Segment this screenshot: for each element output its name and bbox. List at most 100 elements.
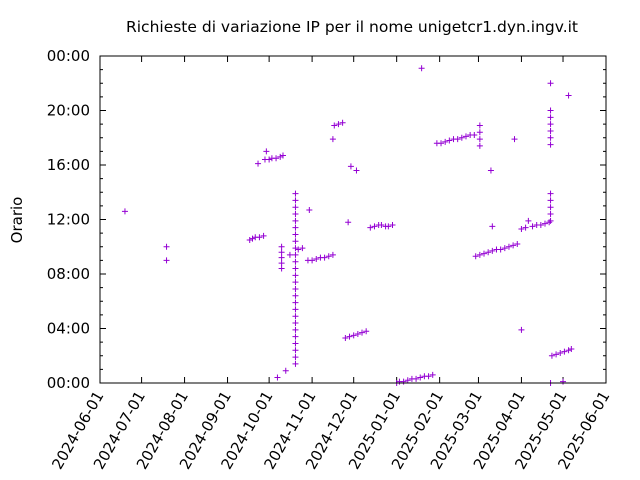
data-point bbox=[557, 350, 564, 357]
data-point bbox=[346, 333, 353, 340]
data-point bbox=[279, 152, 286, 159]
x-axis-ticks: 2024-06-012024-07-012024-08-012024-09-01… bbox=[48, 56, 613, 473]
data-point bbox=[553, 351, 560, 358]
data-point bbox=[278, 260, 285, 267]
data-point bbox=[529, 223, 536, 230]
data-point bbox=[363, 328, 370, 335]
data-point bbox=[522, 224, 529, 231]
data-point bbox=[418, 65, 425, 72]
data-point bbox=[546, 219, 553, 226]
data-point bbox=[249, 235, 256, 242]
data-point bbox=[568, 345, 575, 352]
data-point bbox=[329, 251, 336, 258]
data-point bbox=[255, 160, 262, 167]
data-point bbox=[325, 253, 332, 260]
data-point bbox=[292, 231, 299, 238]
plot-frame bbox=[99, 55, 607, 384]
data-point bbox=[404, 377, 411, 384]
data-point bbox=[476, 142, 483, 149]
data-point bbox=[292, 313, 299, 320]
data-point bbox=[263, 148, 270, 155]
data-point bbox=[292, 340, 299, 347]
data-point bbox=[525, 217, 532, 224]
data-point bbox=[417, 374, 424, 381]
data-point bbox=[309, 257, 316, 264]
data-point bbox=[292, 272, 299, 279]
data-point bbox=[292, 204, 299, 211]
data-point bbox=[266, 156, 273, 163]
data-point bbox=[547, 127, 554, 134]
data-point bbox=[458, 134, 465, 141]
data-point bbox=[278, 254, 285, 261]
y-tick-label: 08:00 bbox=[47, 265, 90, 283]
data-point bbox=[565, 92, 572, 99]
data-point bbox=[510, 242, 517, 249]
data-point bbox=[321, 254, 328, 261]
data-point bbox=[476, 129, 483, 136]
data-point bbox=[548, 352, 555, 359]
data-point bbox=[313, 256, 320, 263]
y-tick-label: 00:00 bbox=[47, 374, 90, 392]
data-point bbox=[518, 226, 525, 233]
data-point bbox=[413, 375, 420, 382]
data-point bbox=[278, 249, 285, 256]
data-point bbox=[246, 236, 253, 243]
data-point bbox=[487, 167, 494, 174]
data-point bbox=[389, 221, 396, 228]
data-point bbox=[505, 243, 512, 250]
data-point bbox=[561, 348, 568, 355]
y-axis-ticks: 00:00 04:00 08:00 12:00 16:00 20:00 00:00 bbox=[47, 47, 606, 392]
data-point bbox=[292, 197, 299, 204]
y-tick-label: 04:00 bbox=[47, 320, 90, 338]
data-point bbox=[446, 137, 453, 144]
data-point bbox=[335, 121, 342, 128]
data-point bbox=[501, 245, 508, 252]
data-point bbox=[560, 378, 567, 385]
data-point bbox=[429, 371, 436, 378]
y-axis-label: Orario bbox=[8, 197, 26, 244]
data-point bbox=[485, 249, 492, 256]
data-point bbox=[274, 374, 281, 381]
data-point bbox=[471, 132, 478, 139]
data-point bbox=[547, 107, 554, 114]
data-point bbox=[489, 247, 496, 254]
data-point bbox=[547, 204, 554, 211]
data-point bbox=[278, 243, 285, 250]
data-point bbox=[286, 251, 293, 258]
data-point bbox=[277, 153, 284, 160]
data-point bbox=[292, 251, 299, 258]
data-point bbox=[329, 136, 336, 143]
data-point bbox=[331, 122, 338, 129]
data-point bbox=[547, 114, 554, 121]
data-point bbox=[292, 292, 299, 299]
data-point bbox=[425, 373, 432, 380]
data-point bbox=[292, 354, 299, 361]
data-point bbox=[489, 223, 496, 230]
data-point bbox=[292, 217, 299, 224]
data-point bbox=[476, 136, 483, 143]
data-point bbox=[292, 211, 299, 218]
data-point bbox=[514, 241, 521, 248]
data-point bbox=[306, 206, 313, 213]
data-point bbox=[385, 223, 392, 230]
data-point bbox=[354, 330, 361, 337]
data-point bbox=[256, 234, 263, 241]
data-point bbox=[497, 246, 504, 253]
data-point bbox=[282, 367, 289, 374]
data-point bbox=[292, 333, 299, 340]
data-point bbox=[292, 326, 299, 333]
data-point bbox=[462, 133, 469, 140]
data-point bbox=[547, 121, 554, 128]
data-point bbox=[547, 134, 554, 141]
data-point bbox=[476, 122, 483, 129]
data-point bbox=[260, 232, 267, 239]
data-point bbox=[278, 265, 285, 272]
chart-title: Richieste di variazione IP per il nome u… bbox=[126, 18, 578, 36]
data-point bbox=[518, 326, 525, 333]
y-tick-label: 20:00 bbox=[47, 102, 90, 120]
data-point bbox=[511, 136, 518, 143]
data-point bbox=[547, 217, 554, 224]
data-point bbox=[342, 335, 349, 342]
data-point bbox=[547, 197, 554, 204]
data-point bbox=[347, 163, 354, 170]
